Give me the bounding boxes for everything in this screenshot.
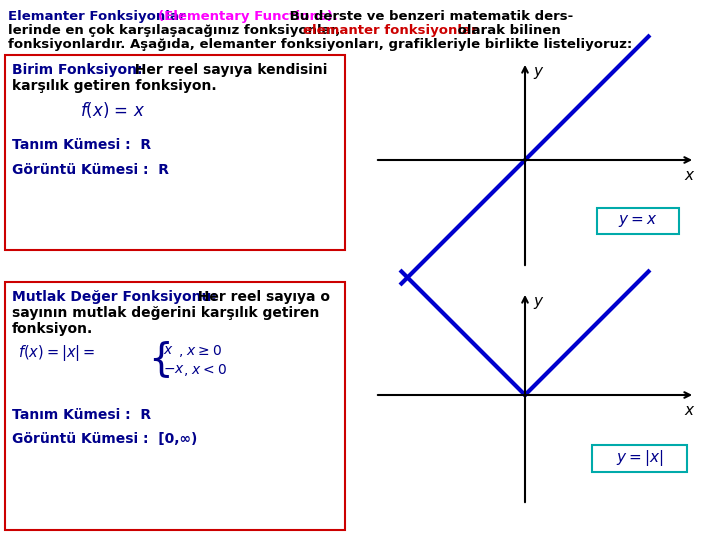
Text: $\it{f}$($\it{x}$) = $\it{x}$: $\it{f}$($\it{x}$) = $\it{x}$ — [80, 100, 145, 120]
Bar — [592, 445, 687, 472]
Text: sayının mutlak değerini karşılık getiren: sayının mutlak değerini karşılık getiren — [12, 306, 320, 320]
Text: karşılık getiren fonksiyon.: karşılık getiren fonksiyon. — [12, 79, 217, 93]
Text: Görüntü Kümesi :  R: Görüntü Kümesi : R — [12, 163, 169, 177]
Text: y: y — [533, 294, 542, 309]
Text: Birim Fonksiyon:: Birim Fonksiyon: — [12, 63, 143, 77]
Text: $y = x$: $y = x$ — [618, 213, 657, 229]
Text: {: { — [148, 340, 173, 378]
Text: Elemanter Fonksiyonlar: Elemanter Fonksiyonlar — [8, 10, 190, 23]
Text: $x$: $x$ — [163, 343, 174, 357]
Text: x: x — [684, 168, 693, 183]
Text: Görüntü Kümesi :  [0,∞): Görüntü Kümesi : [0,∞) — [12, 432, 197, 446]
Text: fonksiyonlardır. Aşağıda, elemanter fonksiyonları, grafikleriyle birlikte listel: fonksiyonlardır. Aşağıda, elemanter fonk… — [8, 38, 632, 51]
Text: $-x$: $-x$ — [163, 362, 185, 376]
Text: olarak bilinen: olarak bilinen — [453, 24, 561, 37]
Text: $f(x) = |x| =$: $f(x) = |x| =$ — [18, 343, 95, 363]
Text: Bu derste ve benzeri matematik ders-: Bu derste ve benzeri matematik ders- — [285, 10, 573, 23]
Bar — [5, 282, 345, 530]
Text: , $x < 0$: , $x < 0$ — [183, 362, 227, 378]
Text: Her reel sayıya o: Her reel sayıya o — [188, 290, 330, 304]
Text: fonksiyon.: fonksiyon. — [12, 322, 94, 336]
Text: (Elementary Functions).: (Elementary Functions). — [158, 10, 338, 23]
Text: x: x — [684, 403, 693, 418]
Text: elemanter fonksiyonlar: elemanter fonksiyonlar — [303, 24, 477, 37]
Text: Mutlak Değer Fonksiyonu:: Mutlak Değer Fonksiyonu: — [12, 290, 217, 304]
Text: $y = |x|$: $y = |x|$ — [616, 449, 663, 469]
Text: y: y — [533, 64, 542, 79]
Bar — [597, 208, 679, 234]
Text: , $x \geq 0$: , $x \geq 0$ — [178, 343, 222, 359]
Text: Tanım Kümesi :  R: Tanım Kümesi : R — [12, 408, 151, 422]
Text: Tanım Kümesi :  R: Tanım Kümesi : R — [12, 138, 151, 152]
Bar — [5, 55, 345, 250]
Text: lerinde en çok karşılaşacağınız fonksiyonlar,: lerinde en çok karşılaşacağınız fonksiyo… — [8, 24, 350, 37]
Text: Her reel sayıya kendisini: Her reel sayıya kendisini — [125, 63, 328, 77]
